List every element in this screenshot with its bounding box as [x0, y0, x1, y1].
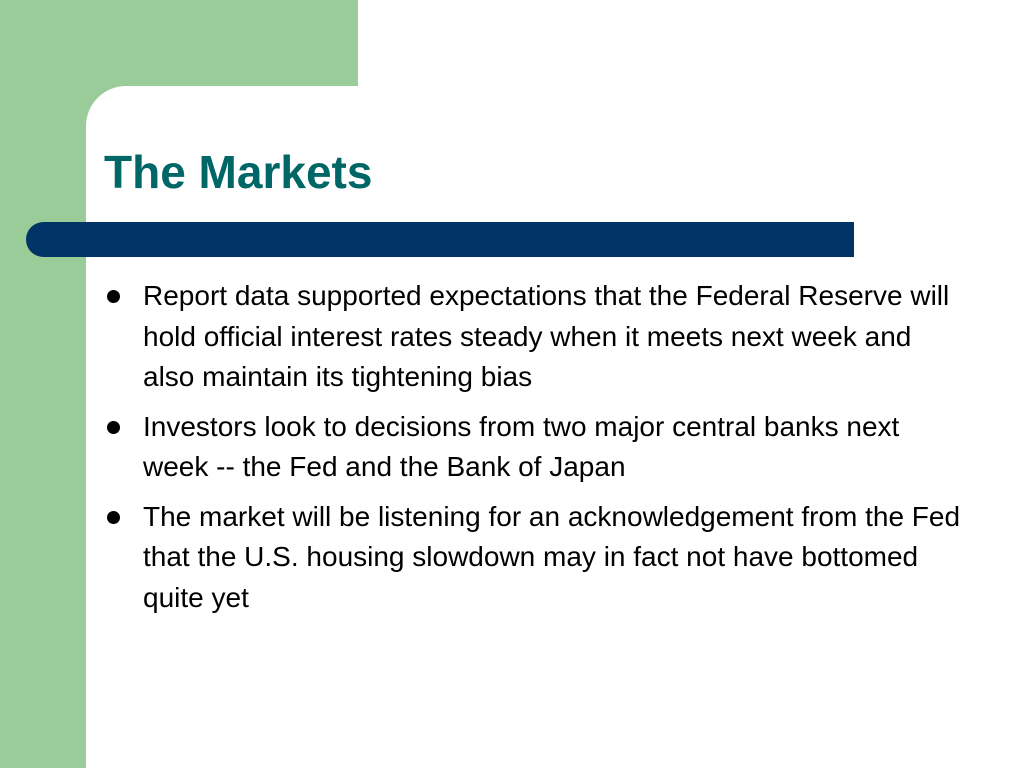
bullet-dot-icon: [107, 510, 120, 524]
bullet-dot-icon: [107, 420, 120, 434]
bullet-dot-icon: [107, 290, 120, 303]
content-panel: [86, 86, 1024, 768]
bullet-item: Investors look to decisions from two maj…: [104, 407, 964, 488]
slide-title: The Markets: [104, 146, 373, 198]
bullet-text: Investors look to decisions from two maj…: [143, 410, 900, 483]
bullet-item: The market will be listening for an ackn…: [104, 497, 964, 619]
bullet-item: Report data supported expectations that …: [104, 276, 964, 398]
title-underline-bar: [26, 222, 854, 257]
bullet-text: Report data supported expectations that …: [143, 280, 950, 392]
bullet-list: Report data supported expectations that …: [104, 276, 964, 627]
bullet-text: The market will be listening for an ackn…: [143, 500, 961, 613]
